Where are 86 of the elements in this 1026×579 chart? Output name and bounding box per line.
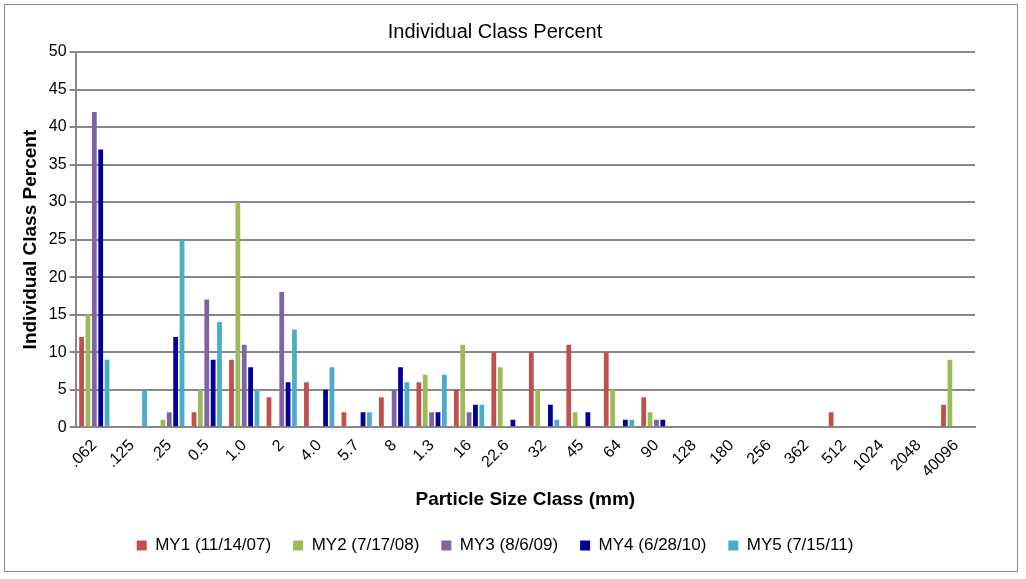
y-tick-label: 25 [48, 229, 67, 247]
bar [610, 389, 616, 427]
x-tick-label: 1.0 [221, 436, 250, 464]
bar [603, 352, 609, 427]
bar [248, 367, 253, 427]
x-tick-label: 64 [599, 436, 625, 461]
bar [292, 329, 297, 427]
bar [210, 359, 216, 427]
y-tick-label: 45 [48, 79, 67, 97]
x-tick-label: 1.3 [409, 436, 437, 464]
y-tick-label: 5 [57, 380, 67, 398]
y-tick-label: 50 [48, 42, 67, 60]
x-tick-label: 32 [524, 436, 550, 461]
bar [379, 397, 384, 427]
y-tick-label: 0 [57, 417, 67, 435]
bar [235, 202, 241, 427]
x-tick-label: 90 [637, 436, 662, 461]
bar [566, 344, 572, 427]
bar [491, 352, 497, 427]
bar [404, 382, 410, 427]
bar [497, 367, 503, 427]
bar [473, 404, 478, 427]
x-tick-label: .062 [65, 436, 100, 471]
bar [217, 322, 222, 427]
bar [572, 412, 578, 427]
bar [641, 397, 647, 427]
bar [453, 389, 459, 427]
bar [367, 412, 372, 427]
bar [416, 382, 422, 427]
bar [441, 374, 447, 427]
bar [535, 389, 541, 427]
x-tick-label: 4.0 [296, 436, 325, 464]
bar [479, 404, 485, 427]
y-tick-label: 35 [48, 154, 67, 172]
y-tick-label: 10 [48, 342, 67, 360]
x-tick-label: 16 [449, 436, 475, 461]
bar [941, 404, 946, 427]
bar [198, 389, 203, 427]
chart-title: Individual Class Percent [387, 19, 603, 42]
y-tick-label: 15 [48, 305, 67, 323]
bar [204, 299, 210, 427]
bar [279, 292, 285, 427]
bar [323, 389, 328, 427]
legend-label: MY5 (7/15/11) [746, 535, 854, 555]
bar [429, 412, 434, 427]
x-tick-label: 8 [381, 436, 400, 455]
bar [629, 419, 635, 427]
y-tick-label: 40 [48, 117, 67, 135]
bar [622, 419, 628, 427]
x-axis-title: Particle Size Class (mm) [415, 487, 636, 509]
x-tick-label: 45 [562, 436, 587, 461]
bar [173, 337, 179, 427]
bar [391, 389, 397, 427]
bar [304, 382, 309, 427]
x-tick-label: 512 [818, 436, 850, 468]
bar [585, 412, 591, 427]
legend-label: MY1 (11/14/07) [155, 535, 272, 555]
bar [142, 389, 147, 427]
y-axis-title: Individual Class Percent [18, 129, 40, 350]
x-tick-label: 180 [705, 436, 737, 468]
y-tick-label: 30 [48, 192, 67, 210]
x-tick-label: 256 [743, 436, 775, 468]
bar [422, 374, 428, 427]
legend-label: MY2 (7/17/08) [311, 535, 420, 555]
x-tick-label: 2 [268, 436, 288, 455]
x-tick-label: 128 [668, 436, 700, 468]
bar [91, 112, 97, 427]
y-tick-label: 20 [48, 267, 67, 285]
bar [548, 404, 553, 427]
bar [460, 344, 466, 427]
x-tick-label: .25 [146, 436, 175, 464]
bar [554, 419, 560, 427]
bar [79, 337, 84, 427]
legend-label: MY4 (6/28/10) [598, 535, 707, 555]
bar [660, 419, 666, 427]
x-tick-label: 5.7 [334, 436, 362, 464]
bar [398, 367, 403, 427]
x-tick-label: 362 [780, 436, 812, 468]
bar [229, 359, 234, 427]
legend-label: MY3 (8/6/09) [459, 535, 559, 555]
bar [241, 344, 247, 427]
bar [166, 412, 172, 427]
bar [654, 419, 659, 427]
bar [528, 352, 534, 427]
x-tick-label: 0.5 [184, 436, 213, 464]
bar [98, 149, 104, 427]
